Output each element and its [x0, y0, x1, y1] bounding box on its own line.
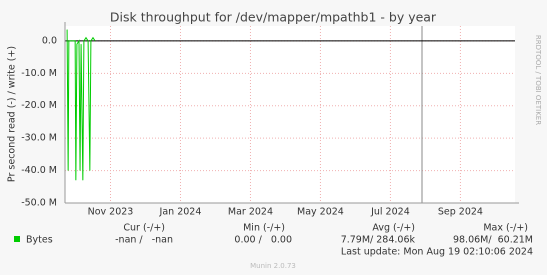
footer: Munin 2.0.73 [250, 262, 296, 270]
data-line [66, 29, 96, 181]
y-tick-label: -20.0 M [21, 100, 57, 111]
y-tick-label: 0.0 [42, 35, 57, 46]
legend-cell: -nan / -nan [115, 235, 173, 246]
legend-header: Max (-/+) [483, 223, 528, 234]
legend-header: Avg (-/+) [372, 223, 415, 234]
plot-area [65, 26, 515, 203]
x-tick-label: Jan 2024 [159, 207, 202, 218]
last-update: Last update: Mon Aug 19 02:10:06 2024 [341, 247, 533, 258]
x-tick-label: Nov 2023 [88, 207, 134, 218]
legend-header: Min (-/+) [243, 223, 285, 234]
legend-label: Bytes [26, 235, 53, 246]
legend-swatch [14, 236, 20, 242]
chart-title: Disk throughput for /dev/mapper/mpathb1 … [110, 10, 437, 25]
x-tick-label: May 2024 [297, 207, 344, 218]
side-text: RRDTOOL / TOBI OETIKER [534, 35, 542, 125]
y-tick-label: -40.0 M [21, 165, 57, 176]
y-tick-label: -50.0 M [21, 198, 57, 209]
legend-cell: 98.06M/ 60.21M [453, 235, 533, 246]
x-tick-label: Mar 2024 [228, 207, 273, 218]
x-tick-label: Jul 2024 [370, 207, 410, 218]
y-tick-label: -10.0 M [21, 68, 57, 79]
y-tick-label: -30.0 M [21, 133, 57, 144]
legend-cell: 0.00 / 0.00 [234, 235, 292, 246]
legend-cell: 7.79M/ 284.06k [341, 235, 416, 246]
legend-header: Cur (-/+) [123, 223, 165, 234]
y-axis-label: Pr second read (-) / write (+) [7, 46, 18, 182]
x-tick-label: Sep 2024 [438, 207, 483, 218]
